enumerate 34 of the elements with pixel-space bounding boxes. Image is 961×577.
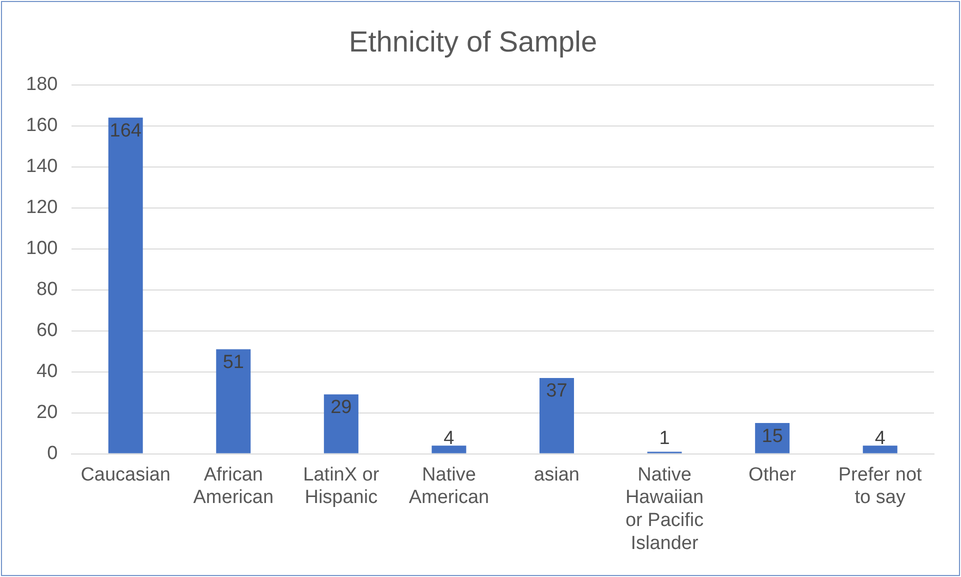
bar	[216, 349, 251, 454]
x-tick-label: African American	[193, 464, 274, 508]
data-label: 4	[874, 428, 886, 450]
x-tick-label: Prefer not to say	[838, 464, 923, 508]
y-tick-label: 180	[26, 74, 58, 96]
y-tick-label: 140	[26, 156, 58, 178]
x-tick-label: asian	[534, 464, 580, 486]
y-tick-label: 120	[26, 197, 58, 218]
y-tick-label: 40	[36, 361, 58, 382]
x-tick-label: Caucasian	[80, 464, 170, 486]
x-tick-label: Other	[748, 464, 797, 486]
data-label: 164	[110, 120, 142, 142]
bar	[108, 118, 143, 454]
bar	[862, 446, 898, 454]
data-label: 1	[659, 428, 670, 450]
y-tick-label: 0	[47, 443, 58, 464]
data-label: 37	[546, 380, 568, 402]
y-tick-label: 100	[26, 238, 58, 260]
x-tick-label: LatinX or Hispanic	[303, 464, 380, 508]
bar	[432, 446, 466, 454]
bar	[324, 394, 358, 454]
bar	[755, 423, 790, 454]
data-label: 29	[330, 397, 352, 418]
y-tick-label: 80	[36, 279, 58, 300]
data-label: 51	[222, 352, 244, 373]
y-tick-label: 60	[36, 320, 58, 342]
y-tick-label: 160	[26, 115, 58, 136]
chart-title: Ethnicity of Sample	[348, 26, 598, 58]
x-tick-label: Native Hawaiian or Pacific Islander	[625, 464, 704, 554]
data-label: 4	[444, 428, 455, 450]
x-tick-label: Native American	[408, 464, 490, 508]
bar	[540, 378, 574, 454]
data-label: 15	[762, 426, 783, 447]
y-tick-label: 20	[36, 402, 58, 424]
